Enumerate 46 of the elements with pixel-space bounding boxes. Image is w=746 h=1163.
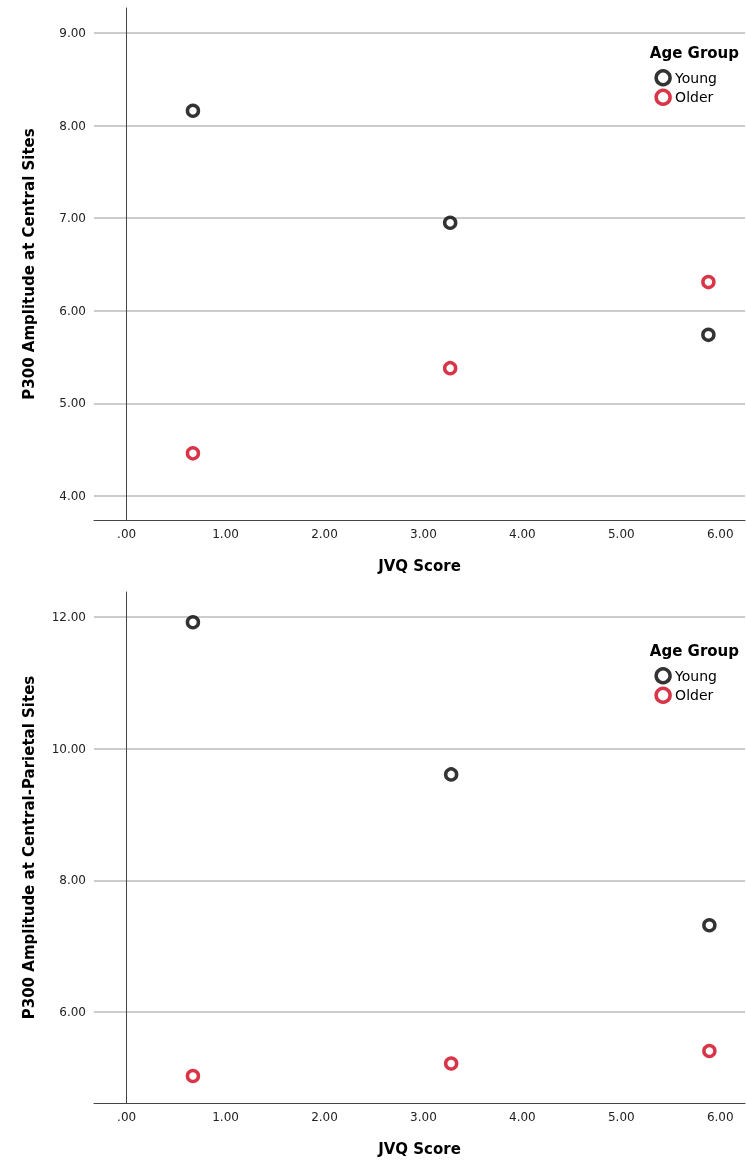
x-tick-label: 1.00 — [212, 1110, 239, 1124]
point — [702, 1043, 717, 1059]
x-tick-label: 4.00 — [509, 527, 536, 541]
x-tick-label: 5.00 — [607, 1110, 635, 1124]
y-axis-title: P300 Amplitude at Central-Parietal Sites — [19, 675, 38, 1020]
legend-title: Age Group — [649, 43, 740, 62]
y-tick-label: 6.00 — [59, 1005, 86, 1020]
x-tick-label: 2.00 — [311, 1110, 338, 1124]
point — [185, 446, 201, 461]
x-tick-label: 6.00 — [706, 1110, 734, 1124]
y-tick-label: 10.00 — [51, 741, 86, 756]
x-tick-label: 3.00 — [410, 1110, 437, 1124]
y-tick-label: 5.00 — [59, 396, 86, 411]
y-tick-label: 12.00 — [51, 610, 86, 625]
legend-label: Older — [675, 89, 714, 106]
x-tick-label: 3.00 — [410, 527, 437, 541]
x-tick-label: 5.00 — [607, 527, 635, 541]
y-axis-title: P300 Amplitude at Central Sites — [19, 128, 38, 400]
point — [185, 103, 201, 119]
x-tick-label: 6.00 — [706, 527, 734, 541]
point — [185, 1068, 201, 1084]
x-tick-label: .00 — [117, 1110, 137, 1124]
x-tick-label: 1.00 — [212, 527, 239, 541]
point — [442, 215, 458, 231]
y-tick-label: 7.00 — [59, 211, 86, 226]
point — [443, 1056, 459, 1071]
x-axis-title: JVQ Score — [377, 1139, 461, 1158]
y-tick-label: 9.00 — [59, 26, 86, 40]
x-tick-label: 2.00 — [311, 527, 338, 541]
point — [443, 767, 459, 782]
legend-label: Young — [674, 69, 717, 86]
point — [701, 274, 716, 290]
y-tick-label: 8.00 — [59, 873, 86, 888]
x-axis-title: JVQ Score — [377, 556, 461, 575]
point — [185, 615, 201, 630]
y-tick-label: 8.00 — [59, 118, 86, 133]
x-tick-label: 4.00 — [509, 1110, 536, 1124]
y-tick-label: 6.00 — [59, 303, 86, 318]
point — [702, 917, 717, 933]
x-tick-label: .00 — [117, 527, 137, 541]
legend-label: Young — [674, 667, 717, 684]
point — [442, 360, 458, 376]
legend-title: Age Group — [649, 641, 740, 660]
y-tick-label: 4.00 — [59, 488, 86, 503]
point — [701, 327, 716, 343]
legend-label: Older — [675, 687, 714, 704]
